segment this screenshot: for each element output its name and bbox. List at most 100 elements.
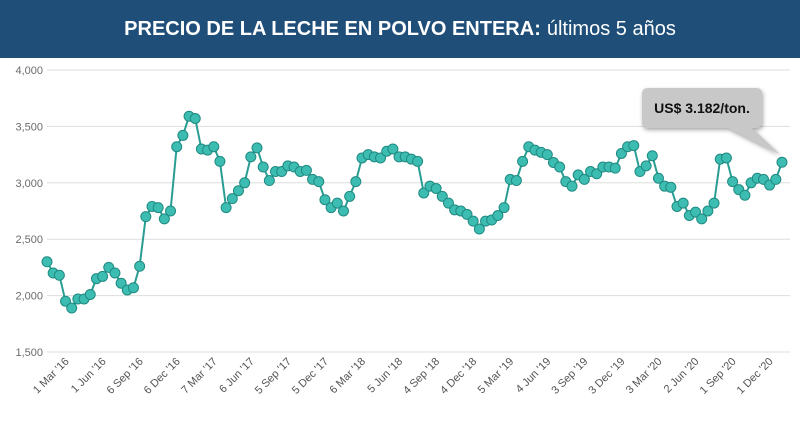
y-tick-label: 4,000 (15, 65, 43, 77)
data-point (251, 142, 263, 154)
data-point (498, 202, 510, 214)
data-point (510, 175, 522, 187)
x-tick-label: 3 Sep '19 (549, 356, 590, 397)
data-point (214, 155, 226, 167)
data-point (720, 152, 732, 164)
data-point (708, 197, 720, 209)
data-point (430, 182, 442, 194)
data-point (467, 215, 479, 227)
data-point (134, 260, 146, 272)
x-tick-label: 2 Jun '20 (662, 356, 702, 396)
data-point (232, 185, 244, 197)
x-tick-label: 5 Sep '17 (253, 356, 294, 397)
data-point (665, 181, 677, 193)
data-point (461, 208, 473, 220)
data-point (690, 206, 702, 218)
data-point (171, 141, 183, 153)
data-point (541, 149, 553, 161)
data-point (640, 160, 652, 172)
data-point (739, 189, 751, 201)
data-point (696, 213, 708, 225)
callout-label: US$ 3.182/ton. (654, 100, 750, 116)
data-point (652, 172, 664, 184)
data-point (239, 177, 251, 189)
data-point (189, 113, 201, 125)
data-point (331, 197, 343, 209)
data-point (436, 190, 448, 202)
x-tick-label: 1 Jun '16 (69, 356, 109, 396)
x-tick-label: 6 Jun '17 (217, 356, 257, 396)
data-point (127, 282, 139, 294)
data-point (208, 141, 220, 153)
x-tick-label: 3 Dec '19 (586, 356, 627, 397)
data-point (177, 129, 189, 141)
data-point (220, 202, 232, 214)
title-bar: PRECIO DE LA LECHE EN POLVO ENTERA: últi… (0, 0, 800, 58)
x-tick-label: 6 Mar '18 (327, 356, 368, 397)
data-point (609, 162, 621, 174)
data-point (115, 277, 127, 289)
data-point (492, 210, 504, 222)
x-tick-label: 6 Sep '16 (105, 356, 146, 397)
data-point (375, 152, 387, 164)
data-point (226, 193, 238, 205)
data-point (60, 295, 72, 307)
chart-title-light: últimos 5 años (546, 17, 676, 40)
data-point (344, 190, 356, 202)
data-point (84, 288, 96, 300)
y-tick-label: 2,500 (15, 234, 43, 246)
x-tick-label: 5 Dec '17 (290, 356, 331, 397)
data-point (578, 173, 590, 185)
data-point (313, 176, 325, 188)
data-point (702, 205, 714, 217)
data-point (442, 197, 454, 209)
data-point (41, 256, 53, 268)
data-point (628, 140, 640, 152)
data-point (473, 223, 485, 235)
series-layer (41, 110, 788, 314)
data-point (53, 269, 65, 281)
x-tick-label: 5 Mar '19 (476, 356, 517, 397)
x-axis-ticks: 1 Mar '161 Jun '166 Sep '166 Dec '167 Ma… (31, 356, 776, 397)
x-tick-label: 5 Jun '18 (365, 356, 405, 396)
data-point (337, 205, 349, 217)
data-point (554, 161, 566, 173)
data-point (152, 202, 164, 214)
data-point (257, 161, 269, 173)
data-point (245, 151, 257, 163)
data-point (566, 180, 578, 192)
x-tick-label: 3 Mar '20 (624, 356, 665, 397)
y-tick-label: 3,000 (15, 178, 43, 190)
x-tick-label: 4 Jun '19 (514, 356, 554, 396)
x-tick-label: 4 Dec '18 (438, 356, 479, 397)
data-point (158, 213, 170, 225)
x-tick-label: 4 Sep '18 (401, 356, 442, 397)
y-axis-ticks: 1,500 2,000 2,500 3,000 3,500 4,000 (15, 65, 43, 359)
callout-box (642, 88, 780, 155)
y-tick-label: 2,000 (15, 291, 43, 303)
chart-title-bold: PRECIO DE LA LECHE EN POLVO ENTERA: (124, 17, 541, 40)
data-point (615, 147, 627, 159)
x-tick-label: 1 Dec '20 (735, 356, 776, 397)
x-tick-label: 1 Mar '16 (31, 356, 72, 397)
data-point (412, 155, 424, 167)
data-point (66, 302, 78, 314)
y-tick-label: 3,500 (15, 121, 43, 133)
data-point (319, 194, 331, 206)
y-tick-label: 1,500 (15, 347, 43, 359)
data-point (165, 205, 177, 217)
data-point (387, 143, 399, 155)
data-point (350, 176, 362, 188)
data-point (591, 168, 603, 180)
x-tick-label: 1 Sep '20 (698, 356, 739, 397)
data-point (140, 211, 152, 223)
data-point (770, 173, 782, 185)
data-point (418, 187, 430, 199)
data-point (776, 156, 788, 168)
data-point (646, 150, 658, 162)
data-point (300, 164, 312, 176)
x-tick-label: 6 Dec '16 (142, 356, 183, 397)
data-point (517, 155, 529, 167)
callout: US$ 3.182/ton. (642, 88, 780, 155)
